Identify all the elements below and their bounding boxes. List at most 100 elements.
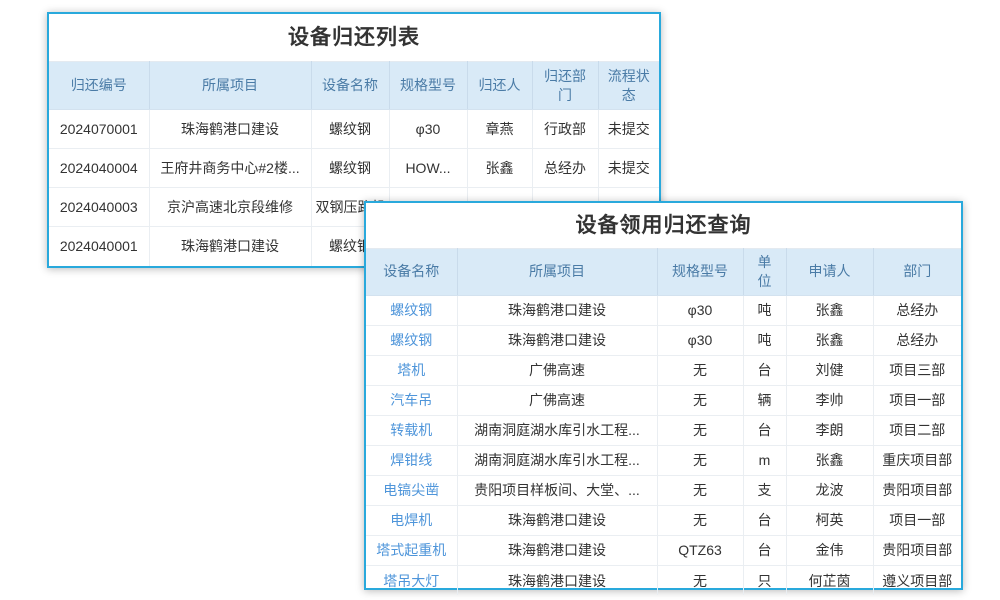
column-header: 所属项目 — [457, 248, 658, 296]
equipment-name-link[interactable]: 电镐尖凿 — [366, 475, 458, 506]
table-cell: 总经办 — [873, 325, 961, 356]
table-cell: 重庆项目部 — [873, 445, 961, 476]
table-cell: 2024040003 — [49, 187, 150, 227]
table-cell: 无 — [657, 565, 744, 596]
column-header: 归还编号 — [49, 61, 150, 110]
column-header: 单位 — [743, 248, 787, 296]
table-cell: 龙波 — [786, 475, 874, 506]
query-table-body: 螺纹钢 珠海鹤港口建设 φ30 吨张鑫 总经办 螺纹钢 珠海鹤港口建设 φ30 吨张鑫 总经办 塔机… — [366, 295, 961, 596]
table-row: 转载机 湖南洞庭湖水库引水工程... 无台李朗 项目二部 — [366, 415, 961, 446]
table-row: 2024070001 珠海鹤港口建设 螺纹钢 φ30 章燕 行政部 未提交 — [49, 109, 659, 149]
query-header-row: 设备名称 所属项目 规格型号 单位 申请人 部门 — [366, 248, 961, 296]
query-title: 设备领用归还查询 — [575, 214, 752, 237]
table-cell: 项目二部 — [873, 415, 961, 446]
return-list-header-row: 归还编号 所属项目 设备名称 规格型号 归还人 归还部门 流程状态 — [49, 61, 659, 110]
equipment-return-list-card: 设备归还列表 归还编号 所属项目 设备名称 规格型号 归还人 归还部门 流程状态 20240… — [47, 12, 661, 268]
table-cell: φ30 — [389, 109, 468, 149]
table-cell: 台 — [743, 505, 787, 536]
equipment-name-link[interactable]: 转载机 — [366, 415, 458, 446]
table-row: 电镐尖凿 贵阳项目样板间、大堂、... 无支龙波 贵阳项目部 — [366, 475, 961, 506]
equipment-name-link[interactable]: 螺纹钢 — [366, 295, 458, 326]
column-header: 规格型号 — [657, 248, 744, 296]
table-cell: 贵阳项目部 — [873, 535, 961, 566]
table-cell: 无 — [657, 385, 744, 416]
table-cell: 行政部 — [532, 109, 599, 149]
table-cell: 螺纹钢 — [311, 148, 390, 188]
table-cell: m — [743, 445, 787, 476]
table-cell: 无 — [657, 355, 744, 386]
table-cell: 湖南洞庭湖水库引水工程... — [457, 415, 658, 446]
table-row: 焊钳线 湖南洞庭湖水库引水工程... 无 m 张鑫 重庆项目部 — [366, 445, 961, 476]
table-cell: 广佛高速 — [457, 385, 658, 416]
table-cell: HOW... — [389, 148, 468, 188]
column-header: 申请人 — [786, 248, 874, 296]
table-row: 塔式起重机 珠海鹤港口建设 QTZ63 台金伟 贵阳项目部 — [366, 535, 961, 566]
table-cell: 辆 — [743, 385, 787, 416]
column-header: 设备名称 — [366, 248, 458, 296]
equipment-query-card: 设备领用归还查询 设备名称 所属项目 规格型号 单位 申请人 部门 螺纹钢 珠海鹤港口建设 φ… — [364, 201, 963, 596]
table-cell: 项目三部 — [873, 355, 961, 386]
table-cell: 珠海鹤港口建设 — [149, 226, 312, 266]
table-cell: 珠海鹤港口建设 — [457, 565, 658, 596]
table-cell: QTZ63 — [657, 535, 744, 566]
table-cell: 珠海鹤港口建设 — [457, 325, 658, 356]
table-cell: 吨 — [743, 325, 787, 356]
table-cell: 吨 — [743, 295, 787, 326]
table-cell: 贵阳项目部 — [873, 475, 961, 506]
table-cell: 无 — [657, 505, 744, 536]
table-row: 塔吊大灯 珠海鹤港口建设无只何芷茵 遵义项目部 — [366, 565, 961, 596]
table-cell: 只 — [743, 565, 787, 596]
table-cell: 湖南洞庭湖水库引水工程... — [457, 445, 658, 476]
table-cell: 螺纹钢 — [311, 109, 390, 149]
table-cell: 无 — [657, 475, 744, 506]
table-cell: 李朗 — [786, 415, 874, 446]
table-cell: 张鑫 — [467, 148, 533, 188]
table-cell: 张鑫 — [786, 295, 874, 326]
column-header: 归还人 — [467, 61, 533, 110]
table-row: 电焊机 珠海鹤港口建设无台柯英 项目一部 — [366, 505, 961, 536]
table-cell: 何芷茵 — [786, 565, 874, 596]
table-cell: 支 — [743, 475, 787, 506]
column-header: 所属项目 — [149, 61, 312, 110]
table-cell: 台 — [743, 415, 787, 446]
table-cell: 项目一部 — [873, 505, 961, 536]
table-cell: 无 — [657, 445, 744, 476]
equipment-name-link[interactable]: 汽车吊 — [366, 385, 458, 416]
table-cell: 台 — [743, 355, 787, 386]
table-cell: φ30 — [657, 295, 744, 326]
column-header: 规格型号 — [389, 61, 468, 110]
equipment-name-link[interactable]: 电焊机 — [366, 505, 458, 536]
table-cell: 遵义项目部 — [882, 572, 953, 589]
table-cell: 珠海鹤港口建设 — [457, 295, 658, 326]
table-cell: 广佛高速 — [457, 355, 658, 386]
table-cell: 台 — [743, 535, 787, 566]
table-cell: 刘健 — [786, 355, 874, 386]
table-row: 螺纹钢 珠海鹤港口建设 φ30 吨张鑫 总经办 — [366, 295, 961, 326]
table-cell: φ30 — [657, 325, 744, 356]
table-cell: 总经办 — [532, 148, 599, 188]
equipment-name-link[interactable]: 焊钳线 — [366, 445, 458, 476]
equipment-name-link[interactable]: 塔吊大灯 — [366, 565, 458, 596]
table-cell: 王府井商务中心#2楼... — [149, 148, 312, 188]
table-row: 2024040004 王府井商务中心#2楼... 螺纹钢 HOW... 张鑫 总经办 未提交 — [49, 148, 659, 188]
table-cell: 总经办 — [873, 295, 961, 326]
table-cell: 珠海鹤港口建设 — [457, 505, 658, 536]
table-cell: 珠海鹤港口建设 — [149, 109, 312, 149]
column-header: 设备名称 — [311, 61, 390, 110]
table-cell: 2024040001 — [49, 226, 150, 266]
equipment-name-link[interactable]: 塔式起重机 — [366, 535, 458, 566]
equipment-name-link[interactable]: 螺纹钢 — [366, 325, 458, 356]
table-row: 螺纹钢 珠海鹤港口建设 φ30 吨张鑫 总经办 — [366, 325, 961, 356]
table-cell: 柯英 — [786, 505, 874, 536]
table-cell: 2024040004 — [49, 148, 150, 188]
table-cell: 张鑫 — [786, 325, 874, 356]
table-cell: 李帅 — [786, 385, 874, 416]
table-cell: 金伟 — [786, 535, 874, 566]
column-header: 部门 — [873, 248, 961, 296]
equipment-name-link[interactable]: 塔机 — [366, 355, 458, 386]
query-table: 设备名称 所属项目 规格型号 单位 申请人 部门 螺纹钢 珠海鹤港口建设 φ30 吨张鑫 总经办螺… — [366, 248, 961, 596]
table-cell: 珠海鹤港口建设 — [457, 535, 658, 566]
table-cell: 无 — [657, 415, 744, 446]
table-row: 汽车吊 广佛高速无辆李帅 项目一部 — [366, 385, 961, 416]
table-cell: 张鑫 — [786, 445, 874, 476]
